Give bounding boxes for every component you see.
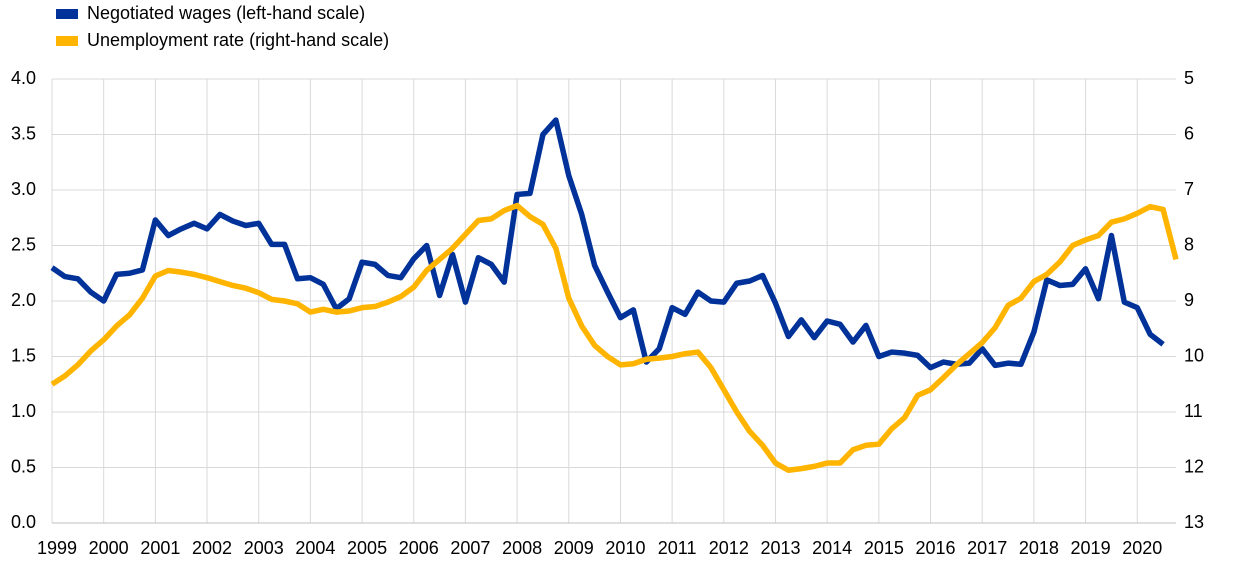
x-tick-label: 2015 xyxy=(864,538,904,558)
y-tick-label: 2.5 xyxy=(11,234,36,254)
x-tick-label: 2002 xyxy=(192,538,232,558)
x-tick-label: 2018 xyxy=(1019,538,1059,558)
y2-tick-label: 10 xyxy=(1184,345,1204,365)
x-tick-label: 2011 xyxy=(658,538,697,558)
y2-tick-label: 6 xyxy=(1184,123,1194,143)
x-tick-label: 2010 xyxy=(605,538,645,558)
legend-marker xyxy=(56,36,78,46)
x-tick-label: 2004 xyxy=(295,538,335,558)
legend-marker xyxy=(56,9,78,19)
y-tick-label: 4.0 xyxy=(11,68,36,88)
legend-label: Negotiated wages (left-hand scale) xyxy=(87,3,365,23)
y2-tick-label: 8 xyxy=(1184,234,1194,254)
y-tick-label: 0.0 xyxy=(11,512,36,532)
y-tick-label: 3.5 xyxy=(11,123,36,143)
y2-tick-label: 5 xyxy=(1184,68,1194,88)
x-tick-label: 2003 xyxy=(244,538,284,558)
x-tick-label: 2009 xyxy=(554,538,594,558)
x-tick-label: 2013 xyxy=(760,538,800,558)
y-tick-label: 2.0 xyxy=(11,290,36,310)
x-tick-label: 2000 xyxy=(89,538,129,558)
y2-tick-label: 13 xyxy=(1184,512,1204,532)
x-tick-label: 2008 xyxy=(502,538,542,558)
x-tick-label: 2014 xyxy=(812,538,852,558)
x-tick-label: 2001 xyxy=(140,538,180,558)
data-line xyxy=(50,202,1179,474)
y2-tick-label: 9 xyxy=(1184,290,1194,310)
x-tick-label: 2007 xyxy=(450,538,490,558)
data-line xyxy=(50,117,1165,371)
y-tick-label: 3.0 xyxy=(11,179,36,199)
y2-tick-label: 7 xyxy=(1184,179,1194,199)
x-tick-label: 2016 xyxy=(916,538,956,558)
x-tick-label: 2017 xyxy=(967,538,1007,558)
y-tick-label: 1.0 xyxy=(11,401,36,421)
x-tick-label: 2005 xyxy=(347,538,387,558)
x-tick-label: 2019 xyxy=(1071,538,1111,558)
x-tick-label: 2020 xyxy=(1122,538,1162,558)
x-tick-label: 1999 xyxy=(37,538,77,558)
legend-label: Unemployment rate (right-hand scale) xyxy=(87,30,389,50)
y2-tick-label: 11 xyxy=(1184,401,1203,421)
y2-tick-label: 12 xyxy=(1184,456,1204,476)
x-tick-label: 2006 xyxy=(399,538,439,558)
x-tick-label: 2012 xyxy=(709,538,749,558)
y-tick-label: 0.5 xyxy=(11,456,36,476)
y-tick-label: 1.5 xyxy=(11,345,36,365)
